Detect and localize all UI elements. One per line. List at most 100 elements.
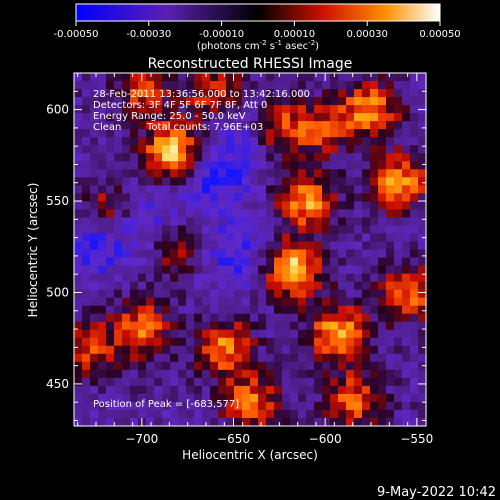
heatmap-cell — [346, 97, 355, 106]
heatmap-cell — [306, 137, 315, 146]
heatmap-cell — [362, 281, 371, 291]
heatmap-cell — [226, 137, 235, 146]
heatmap-cell — [290, 257, 299, 267]
heatmap-cell — [82, 73, 91, 82]
heatmap-cell — [258, 401, 267, 411]
heatmap-cell — [186, 289, 195, 299]
heatmap-cell — [194, 377, 203, 387]
heatmap-cell — [258, 377, 267, 387]
heatmap-cell — [186, 297, 195, 307]
heatmap-cell — [82, 321, 91, 331]
heatmap-cell — [346, 217, 355, 227]
heatmap-cell — [218, 121, 227, 130]
heatmap-cell — [122, 273, 131, 283]
heatmap-cell — [258, 145, 267, 154]
heatmap-cell — [218, 329, 227, 339]
heatmap-cell — [306, 257, 315, 267]
heatmap-cell — [98, 401, 107, 411]
heatmap-cell — [82, 401, 91, 411]
heatmap-cell — [394, 89, 403, 98]
heatmap-cell — [234, 297, 243, 307]
heatmap-cell — [106, 177, 115, 186]
heatmap-cell — [226, 105, 235, 114]
heatmap-cell — [266, 217, 275, 227]
heatmap-cell — [218, 209, 227, 219]
heatmap-cell — [242, 337, 251, 347]
heatmap-cell — [258, 121, 267, 130]
heatmap-cell — [170, 281, 179, 291]
heatmap-cell — [346, 385, 355, 395]
heatmap-cell — [138, 385, 147, 395]
heatmap-cell — [370, 97, 379, 106]
heatmap-cell — [242, 393, 251, 403]
heatmap-cell — [106, 353, 115, 363]
heatmap-cell — [210, 377, 219, 387]
heatmap-cell — [410, 185, 419, 194]
heatmap-cell — [418, 297, 427, 307]
heatmap-cell — [402, 225, 411, 235]
heatmap-cell — [130, 337, 139, 347]
heatmap-cell — [274, 241, 283, 251]
heatmap-cell — [90, 393, 99, 403]
heatmap-cell — [138, 81, 147, 90]
heatmap-cell — [370, 393, 379, 403]
heatmap-cell — [114, 305, 123, 315]
heatmap-cell — [314, 241, 323, 251]
heatmap-cell — [98, 273, 107, 283]
heatmap-cell — [418, 113, 427, 122]
heatmap-cell — [322, 409, 331, 419]
heatmap-cell — [90, 409, 99, 419]
heatmap-cell — [82, 113, 91, 122]
heatmap-cell — [354, 345, 363, 355]
heatmap-cell — [410, 153, 419, 162]
heatmap-cell — [386, 345, 395, 355]
heatmap-cell — [250, 137, 259, 146]
heatmap-cell — [282, 409, 291, 419]
heatmap-cell — [290, 209, 299, 219]
heatmap-cell — [234, 353, 243, 363]
heatmap-cell — [354, 313, 363, 323]
heatmap-cell — [322, 209, 331, 219]
heatmap-cell — [106, 121, 115, 130]
heatmap-cell — [186, 161, 195, 170]
heatmap-cell — [210, 257, 219, 267]
heatmap-cell — [170, 137, 179, 146]
heatmap-cell — [106, 105, 115, 114]
heatmap-cell — [194, 121, 203, 130]
heatmap-cell — [242, 193, 251, 202]
heatmap-cell — [162, 177, 171, 186]
heatmap-cell — [330, 209, 339, 219]
heatmap-cell — [74, 121, 83, 130]
heatmap-cell — [306, 201, 315, 210]
heatmap-cell — [138, 305, 147, 315]
heatmap-cell — [418, 73, 427, 82]
heatmap-cell — [298, 177, 307, 186]
heatmap-cell — [250, 329, 259, 339]
heatmap-cell — [122, 289, 131, 299]
heatmap-cell — [354, 385, 363, 395]
heatmap-cell — [370, 153, 379, 162]
heatmap-cell — [282, 241, 291, 251]
heatmap-cell — [226, 73, 235, 82]
heatmap-cell — [338, 393, 347, 403]
heatmap-cell — [178, 305, 187, 315]
heatmap-cell — [90, 113, 99, 122]
heatmap-cell — [298, 89, 307, 98]
heatmap-cell — [394, 289, 403, 299]
heatmap-cell — [98, 217, 107, 227]
heatmap-cell — [202, 377, 211, 387]
heatmap-cell — [194, 97, 203, 106]
heatmap-cell — [242, 137, 251, 146]
heatmap-cell — [162, 169, 171, 178]
heatmap-cell — [226, 81, 235, 90]
heatmap-cell — [218, 249, 227, 259]
heatmap-cell — [410, 297, 419, 307]
heatmap-cell — [242, 273, 251, 283]
heatmap-cell — [186, 305, 195, 315]
heatmap-cell — [354, 249, 363, 259]
heatmap-cell — [282, 169, 291, 178]
heatmap-cell — [194, 257, 203, 267]
heatmap-cell — [386, 209, 395, 219]
heatmap-cell — [210, 185, 219, 194]
heatmap-cell — [274, 385, 283, 395]
